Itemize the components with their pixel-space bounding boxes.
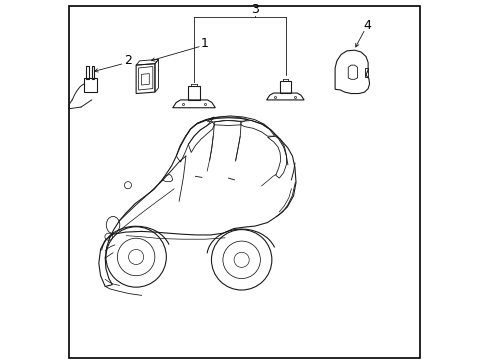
Text: 1: 1 — [201, 37, 208, 50]
Text: 2: 2 — [124, 54, 132, 67]
Text: 3: 3 — [251, 4, 259, 17]
Text: 4: 4 — [363, 19, 370, 32]
